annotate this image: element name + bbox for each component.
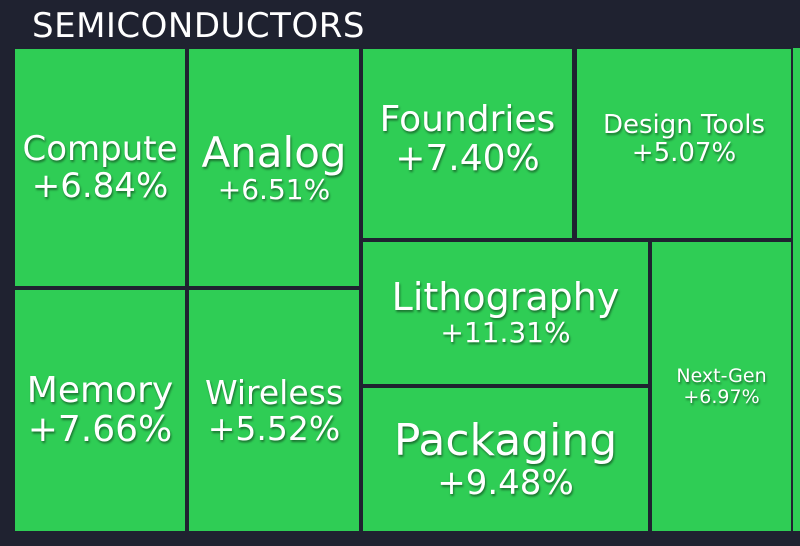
tile-change: +7.40%: [395, 137, 540, 179]
tile-analog[interactable]: Analog +6.51%: [189, 49, 359, 286]
tile-name: Lithography: [391, 275, 620, 320]
tile-change: +11.31%: [440, 316, 571, 350]
tile-change: +5.07%: [631, 138, 737, 169]
tile-change: +7.66%: [27, 408, 173, 450]
tile-foundries[interactable]: Foundries +7.40%: [363, 49, 572, 238]
tile-lithography[interactable]: Lithography +11.31%: [363, 242, 648, 384]
tile-design-tools[interactable]: Design Tools +5.07%: [577, 49, 791, 238]
tile-name: Wireless: [204, 372, 344, 412]
tile-name: Memory: [26, 369, 174, 411]
tile-change: +6.84%: [31, 165, 169, 206]
tile-next-gen[interactable]: Next-Gen +6.97%: [652, 242, 791, 531]
tile-change: +5.52%: [207, 408, 341, 448]
tile-name: Foundries: [379, 99, 556, 140]
tile-name: Design Tools: [602, 110, 766, 140]
tile-name: Compute: [22, 128, 178, 169]
sector-title: SEMICONDUCTORS: [32, 6, 365, 46]
tile-change: +9.48%: [437, 462, 574, 503]
tile-compute[interactable]: Compute +6.84%: [15, 49, 185, 286]
tile-packaging[interactable]: Packaging +9.48%: [363, 388, 648, 531]
tile-name: Packaging: [393, 415, 618, 467]
tile-name: Analog: [201, 127, 347, 177]
tile-name: Next-Gen: [676, 364, 767, 387]
tile-memory[interactable]: Memory +7.66%: [15, 290, 185, 531]
tile-change: +6.97%: [683, 385, 760, 408]
tile-change: +6.51%: [217, 173, 331, 207]
adjacent-sector-tile[interactable]: [793, 48, 800, 531]
tile-wireless[interactable]: Wireless +5.52%: [189, 290, 359, 531]
